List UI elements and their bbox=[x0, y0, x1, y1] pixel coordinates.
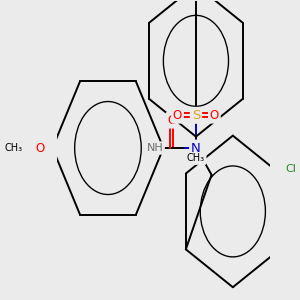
Text: O: O bbox=[210, 109, 219, 122]
Text: CH₃: CH₃ bbox=[4, 143, 23, 153]
Text: CH₃: CH₃ bbox=[187, 153, 205, 164]
Text: O: O bbox=[35, 142, 44, 154]
Text: S: S bbox=[192, 109, 200, 122]
Text: O: O bbox=[173, 109, 182, 122]
Text: O: O bbox=[167, 114, 176, 127]
Text: N: N bbox=[191, 142, 201, 154]
Text: NH: NH bbox=[146, 143, 163, 153]
Text: Cl: Cl bbox=[286, 164, 297, 174]
